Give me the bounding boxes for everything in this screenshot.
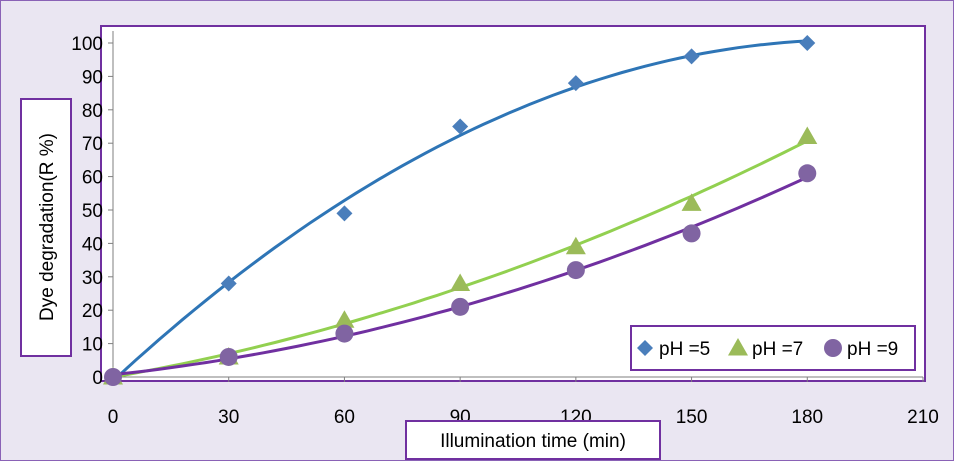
legend-label-series-3: pH =9 bbox=[847, 339, 898, 360]
x-axis-title: Illumination time (min) bbox=[405, 420, 661, 460]
legend-marker-series-2 bbox=[728, 338, 748, 356]
y-axis-title: Dye degradation(R %) bbox=[20, 98, 72, 357]
legend-marker-series-1 bbox=[637, 340, 653, 356]
data-point-series-2 bbox=[450, 273, 471, 291]
data-point-series-1 bbox=[220, 275, 237, 292]
x-tick-label: 210 bbox=[907, 407, 939, 428]
data-point-series-3 bbox=[219, 347, 238, 366]
data-point-series-1 bbox=[567, 75, 584, 92]
plot-area bbox=[100, 25, 926, 382]
data-point-series-2 bbox=[334, 310, 355, 328]
y-tick-label: 90 bbox=[82, 67, 103, 88]
legend: pH =5 pH =7 pH =9 bbox=[630, 325, 916, 371]
data-point-series-3 bbox=[682, 224, 701, 243]
y-tick-label: 100 bbox=[71, 34, 103, 55]
x-tick-label: 150 bbox=[676, 407, 708, 428]
data-point-series-3 bbox=[104, 368, 122, 386]
y-tick-label: 60 bbox=[82, 168, 103, 189]
y-tick-label: 20 bbox=[82, 301, 103, 322]
y-axis-title-text: Dye degradation(R %) bbox=[37, 133, 58, 321]
legend-marker-series-3 bbox=[824, 339, 842, 357]
data-point-series-2 bbox=[565, 236, 586, 255]
y-tick-label: 50 bbox=[82, 201, 103, 222]
data-point-series-1 bbox=[336, 205, 353, 222]
markers-layer bbox=[103, 35, 818, 386]
y-tick-label: 40 bbox=[82, 234, 103, 255]
y-tick-label: 80 bbox=[82, 101, 103, 122]
data-point-series-3 bbox=[451, 297, 470, 316]
data-point-series-1 bbox=[683, 48, 700, 65]
y-axis-title-box bbox=[20, 98, 72, 357]
x-tick-label: 180 bbox=[791, 407, 823, 428]
x-axis-title-text: Illumination time (min) bbox=[440, 431, 626, 452]
data-point-series-3 bbox=[798, 164, 817, 183]
data-point-series-3 bbox=[566, 261, 585, 280]
y-tick-label: 70 bbox=[82, 134, 103, 155]
data-point-series-1 bbox=[452, 118, 469, 135]
data-point-series-1 bbox=[799, 35, 816, 51]
y-tick-label: 30 bbox=[82, 268, 103, 289]
x-axis-title-box bbox=[405, 420, 661, 460]
axes-layer: 0 30 60 90 120 150 180 210010203040506070809010… bbox=[71, 31, 939, 428]
legend-label-series-2: pH =7 bbox=[752, 339, 803, 360]
y-tick-label: 10 bbox=[82, 335, 103, 356]
x-tick-label: 0 bbox=[108, 407, 119, 428]
legend-entries: pH =5 pH =7 pH =9 bbox=[637, 338, 898, 360]
y-tick-label: 0 bbox=[92, 368, 103, 389]
data-point-series-2 bbox=[797, 126, 818, 145]
data-point-series-3 bbox=[335, 324, 354, 343]
x-tick-label: 60 bbox=[334, 407, 355, 428]
legend-box bbox=[630, 325, 916, 371]
x-tick-label: 30 bbox=[218, 407, 239, 428]
data-point-series-2 bbox=[681, 193, 702, 211]
legend-label-series-1: pH =5 bbox=[659, 339, 710, 360]
